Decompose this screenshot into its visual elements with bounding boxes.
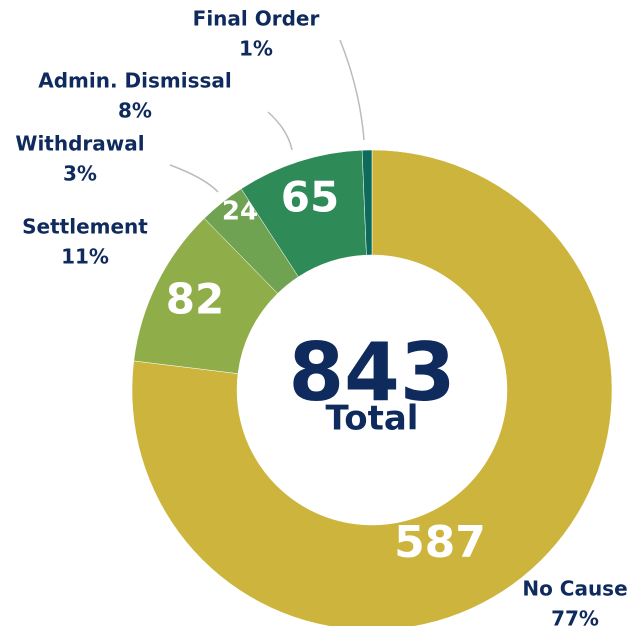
- category-label: Settlement: [22, 215, 148, 239]
- data-label: 587: [394, 517, 486, 568]
- percent-label: 11%: [61, 245, 109, 269]
- category-label: Withdrawal: [15, 132, 144, 156]
- category-label: Admin. Dismissal: [38, 69, 232, 93]
- donut-slice: [361, 149, 373, 256]
- category-label: No Cause: [522, 577, 627, 601]
- percent-label: 77%: [551, 607, 599, 626]
- donut-slice: [131, 149, 613, 626]
- leader-line: [267, 111, 293, 151]
- leader-line: [339, 39, 365, 141]
- percent-label: 8%: [118, 99, 152, 123]
- percent-label: 3%: [63, 162, 97, 186]
- data-label: 65: [281, 173, 339, 222]
- leader-line: [169, 164, 219, 193]
- category-label: Final Order: [193, 7, 320, 31]
- total-label: Total: [326, 399, 419, 439]
- data-label: 82: [166, 275, 224, 324]
- total-value: 843: [289, 326, 456, 419]
- percent-label: 1%: [239, 37, 273, 61]
